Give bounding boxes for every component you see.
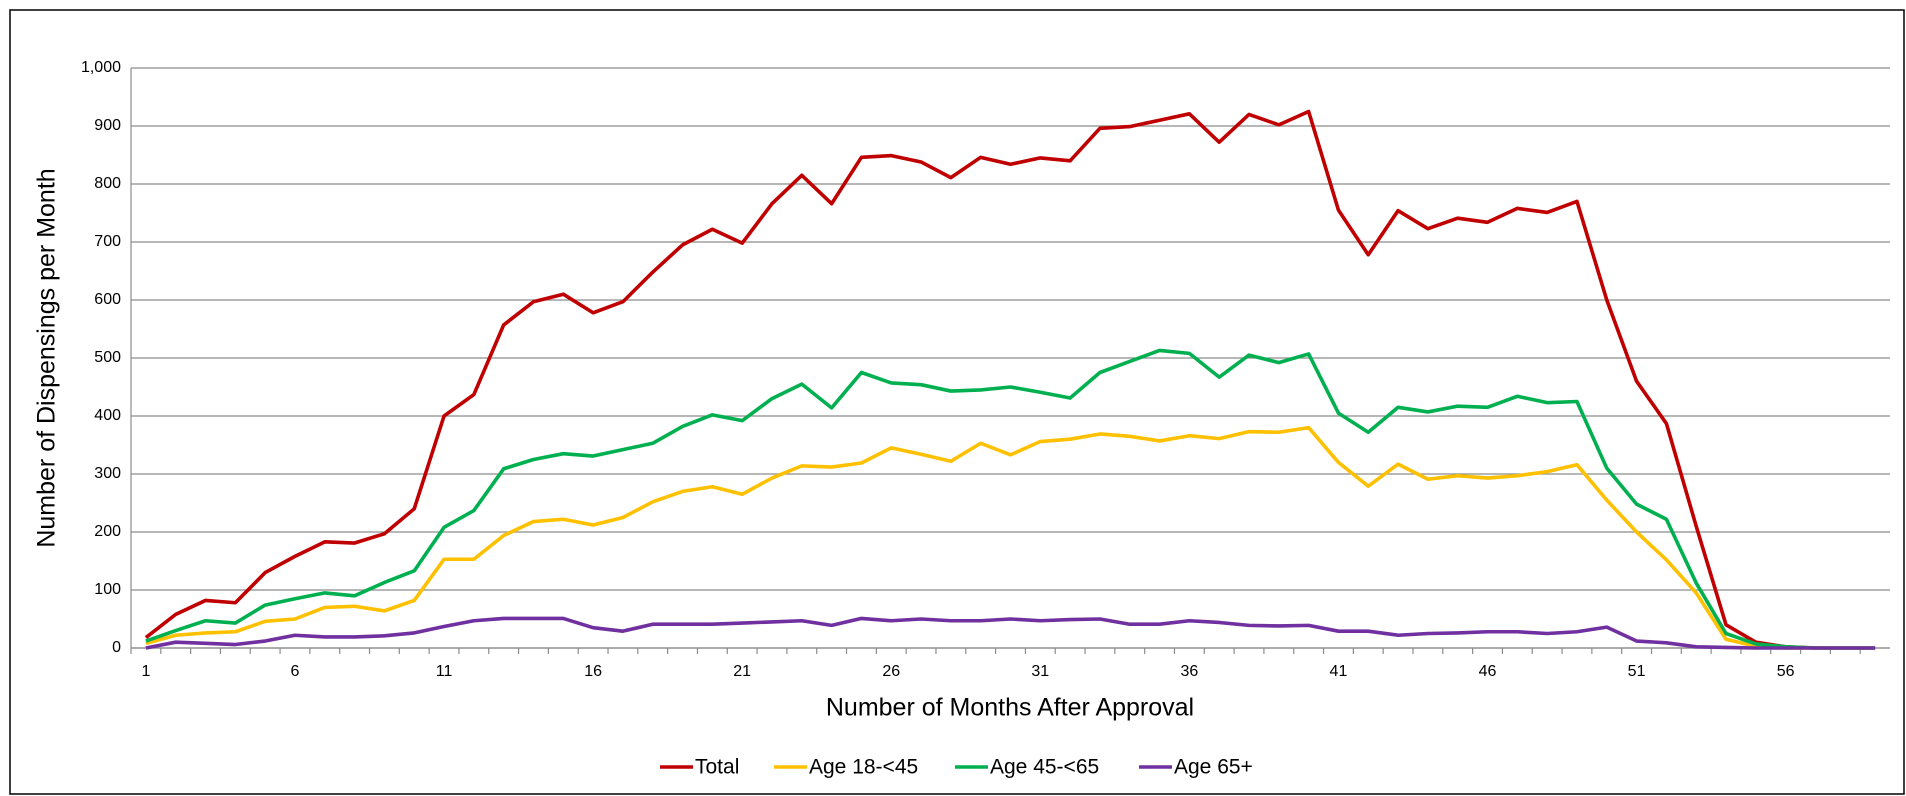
y-tick-label: 200 <box>94 523 121 540</box>
series-line <box>145 348 1876 650</box>
y-axis-title: Number of Dispensings per Month <box>33 168 61 547</box>
y-tick-label: 700 <box>94 233 121 250</box>
legend-label: Age 18-<45 <box>809 756 918 779</box>
x-tick-label: 1 <box>141 663 150 680</box>
x-tick-label: 6 <box>291 663 300 680</box>
series-line <box>145 425 1876 650</box>
y-tick-label: 500 <box>94 349 121 366</box>
y-tick-label: 800 <box>94 175 121 192</box>
x-tick-label: 46 <box>1479 663 1497 680</box>
series-line <box>144 109 1876 650</box>
x-axis-title: Number of Months After Approval <box>826 694 1194 722</box>
legend-label: Age 45-<65 <box>990 756 1099 779</box>
y-tick-label: 1,000 <box>81 59 121 76</box>
x-tick-label: 11 <box>436 663 453 680</box>
x-tick-label: 56 <box>1777 663 1795 680</box>
x-tick-label: 31 <box>1031 663 1049 680</box>
x-tick-label: 21 <box>733 663 751 680</box>
y-tick-label: 900 <box>94 117 121 134</box>
x-tick-label: 36 <box>1180 663 1198 680</box>
x-tick-label: 51 <box>1628 663 1646 680</box>
y-tick-label: 100 <box>94 581 121 598</box>
y-tick-label: 600 <box>94 291 121 308</box>
y-tick-label: 400 <box>94 407 121 424</box>
chart-frame <box>9 9 1905 795</box>
series-line <box>145 616 1876 650</box>
x-tick-label: 41 <box>1330 663 1348 680</box>
x-tick-label: 26 <box>882 663 900 680</box>
legend-label: Total <box>695 756 739 779</box>
y-tick-label: 300 <box>94 465 121 482</box>
y-tick-label: 0 <box>112 639 121 656</box>
x-tick-label: 16 <box>584 663 602 680</box>
legend-label: Age 65+ <box>1174 756 1253 779</box>
